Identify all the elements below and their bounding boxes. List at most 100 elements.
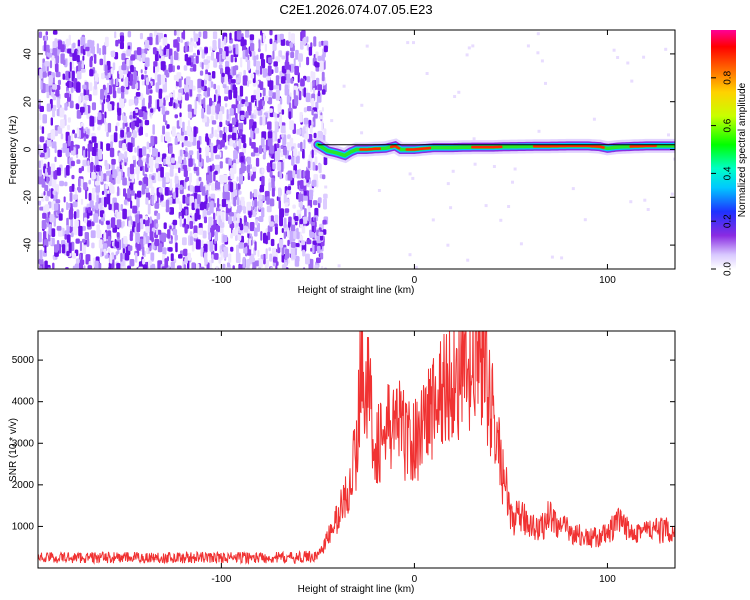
noise-speck — [249, 34, 255, 41]
noise-speck — [168, 93, 173, 98]
noise-speck — [176, 30, 180, 37]
noise-speck — [243, 206, 247, 214]
noise-speck — [233, 90, 238, 99]
noise-speck — [197, 49, 200, 56]
noise-speck — [160, 194, 164, 201]
noise-speck — [49, 60, 53, 69]
noise-speck — [61, 244, 66, 254]
noise-speck — [43, 40, 47, 52]
noise-speck — [117, 186, 120, 196]
spectrogram-signal-track — [310, 137, 675, 164]
noise-speck — [101, 197, 104, 206]
noise-speck — [90, 162, 94, 173]
noise-speck — [142, 258, 146, 265]
noise-speck — [181, 142, 184, 148]
noise-speck — [317, 197, 322, 204]
noise-speck — [144, 119, 150, 126]
noise-speck — [616, 56, 620, 59]
noise-speck — [121, 53, 126, 61]
noise-speck — [278, 83, 282, 91]
noise-speck — [360, 103, 364, 107]
noise-speck — [629, 200, 633, 204]
noise-speck — [211, 254, 214, 264]
noise-speck — [87, 265, 93, 269]
noise-speck — [83, 217, 88, 224]
noise-speck — [544, 81, 547, 85]
noise-speck — [135, 242, 138, 248]
noise-speck — [119, 41, 124, 50]
noise-speck — [122, 143, 127, 151]
noise-speck — [216, 224, 220, 233]
noise-speck — [211, 71, 216, 79]
noise-speck — [238, 138, 242, 150]
noise-speck — [251, 142, 256, 149]
noise-speck — [258, 39, 261, 49]
noise-speck — [87, 207, 91, 213]
noise-speck — [300, 54, 303, 61]
colorbar: 0.0 0.2 0.4 0.6 0.8 Normalized spectral ampl… — [711, 30, 748, 276]
noise-speck — [65, 148, 70, 156]
noise-speck — [235, 43, 239, 55]
noise-speck — [311, 98, 315, 108]
noise-speck — [81, 166, 84, 172]
noise-speck — [249, 244, 252, 250]
noise-speck — [256, 54, 259, 60]
noise-speck — [313, 132, 317, 139]
noise-speck — [315, 66, 320, 72]
noise-speck — [39, 265, 43, 269]
noise-speck — [88, 192, 92, 201]
noise-speck — [114, 31, 117, 39]
noise-speck — [276, 143, 280, 149]
noise-speck — [148, 95, 152, 105]
noise-speck — [321, 89, 326, 95]
noise-speck — [63, 114, 67, 122]
noise-speck — [124, 151, 128, 159]
noise-speck — [180, 38, 184, 43]
noise-speck — [164, 120, 168, 126]
noise-speck — [254, 241, 257, 251]
noise-speck — [286, 69, 290, 74]
noise-speck — [201, 240, 204, 247]
noise-speck — [309, 231, 315, 238]
noise-speck — [225, 210, 229, 222]
noise-speck — [311, 179, 317, 187]
noise-speck — [612, 48, 616, 52]
noise-speck — [259, 116, 263, 126]
noise-speck — [224, 183, 229, 192]
noise-speck — [141, 181, 144, 190]
noise-speck — [124, 252, 130, 261]
noise-speck — [412, 41, 415, 45]
noise-speck — [135, 92, 141, 97]
noise-speck — [121, 64, 125, 71]
noise-speck — [241, 99, 246, 104]
noise-speck — [89, 200, 94, 209]
noise-speck — [262, 114, 266, 126]
noise-speck — [228, 253, 232, 263]
noise-speck — [116, 263, 121, 269]
noise-speck — [158, 187, 163, 193]
noise-speck — [149, 231, 154, 241]
noise-speck — [94, 73, 99, 83]
noise-speck — [316, 245, 321, 254]
noise-speck — [266, 259, 269, 267]
noise-speck — [321, 71, 325, 82]
noise-speck — [267, 137, 273, 147]
noise-speck — [219, 221, 225, 228]
noise-speck — [303, 107, 307, 113]
noise-speck — [141, 106, 147, 112]
noise-speck — [125, 76, 129, 87]
noise-speck — [70, 232, 74, 238]
noise-speck — [294, 149, 298, 157]
noise-speck — [287, 134, 291, 140]
noise-speck — [56, 98, 61, 108]
noise-speck — [308, 211, 311, 222]
noise-speck — [322, 229, 327, 235]
noise-speck — [126, 209, 132, 217]
snr-x-axis-label: Height of straight line (km) — [298, 584, 415, 595]
noise-speck — [194, 198, 198, 209]
noise-speck — [219, 130, 223, 138]
noise-speck — [219, 121, 223, 128]
noise-speck — [312, 87, 316, 94]
noise-speck — [318, 231, 324, 236]
noise-speck — [39, 206, 45, 211]
